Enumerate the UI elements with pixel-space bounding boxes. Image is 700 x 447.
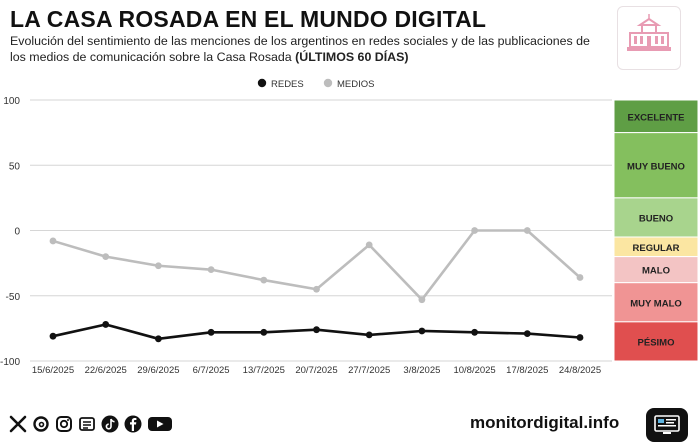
data-point-medios bbox=[155, 262, 162, 270]
data-point-medios bbox=[471, 227, 478, 234]
chart-subtitle: Evolución del sentimiento de las mencion… bbox=[10, 33, 600, 65]
data-point-redes bbox=[260, 328, 268, 336]
legend-marker-redes bbox=[257, 78, 267, 88]
x-tick-label: 10/8/2025 bbox=[453, 365, 495, 376]
scale-band-label: MALO bbox=[642, 266, 670, 277]
sentiment-line-chart: 100 50 0 -50 -100 15/6/2025 22/6/2025 29/6/2025… bbox=[0, 78, 699, 376]
scale-band-label: MUY MALO bbox=[630, 298, 682, 309]
data-point-redes bbox=[49, 332, 57, 340]
x-tick-label: 22/6/2025 bbox=[85, 365, 127, 376]
x-tick-label: 27/7/2025 bbox=[348, 365, 390, 376]
legend-marker-medios bbox=[323, 78, 333, 88]
data-point-redes bbox=[102, 321, 110, 328]
x-tick-label: 6/7/2025 bbox=[193, 365, 230, 376]
data-point-medios bbox=[313, 285, 320, 293]
scale-band-pésimo bbox=[613, 321, 699, 362]
data-point-redes bbox=[313, 326, 320, 334]
subtitle-text: Evolución del sentimiento de las mencion… bbox=[10, 34, 590, 64]
x-icon[interactable] bbox=[8, 414, 28, 434]
x-tick-label: 13/7/2025 bbox=[243, 365, 285, 376]
scale-band-malo bbox=[613, 256, 699, 284]
x-tick-label: 24/8/2025 bbox=[559, 365, 601, 376]
tiktok-icon[interactable] bbox=[100, 414, 120, 434]
legend-label-redes: REDES bbox=[271, 79, 304, 90]
y-tick-label: -100 bbox=[0, 357, 20, 368]
subtitle-period: (ÚLTIMOS 60 DÍAS) bbox=[295, 50, 409, 64]
data-point-redes bbox=[576, 334, 584, 341]
data-point-medios bbox=[523, 227, 531, 234]
news-icon[interactable] bbox=[77, 414, 97, 434]
x-tick-label: 17/8/2025 bbox=[506, 365, 548, 376]
y-tick-label: 100 bbox=[3, 96, 20, 107]
youtube-icon[interactable] bbox=[146, 414, 174, 434]
scale-band-label: EXCELENTE bbox=[627, 112, 684, 123]
data-point-redes bbox=[365, 331, 373, 339]
chart-title: LA CASA ROSADA EN EL MUNDO DIGITAL bbox=[10, 6, 487, 32]
social-icons bbox=[8, 414, 174, 434]
x-tick-label: 20/7/2025 bbox=[295, 365, 337, 376]
data-point-redes bbox=[471, 328, 478, 336]
facebook-icon[interactable] bbox=[123, 414, 143, 434]
data-point-redes bbox=[155, 335, 162, 343]
casa-rosada-logo bbox=[617, 6, 681, 70]
y-tick-label: 0 bbox=[14, 227, 20, 238]
x-tick-label: 15/6/2025 bbox=[32, 365, 74, 376]
x-tick-label: 3/8/2025 bbox=[403, 365, 440, 376]
scale-band-label: PÉSIMO bbox=[638, 337, 675, 348]
data-point-medios bbox=[365, 241, 373, 249]
data-point-medios bbox=[576, 274, 584, 281]
building-icon bbox=[627, 14, 671, 51]
data-point-medios bbox=[207, 266, 215, 274]
data-point-medios bbox=[418, 296, 426, 304]
legend-label-medios: MEDIOS bbox=[337, 79, 374, 90]
threads-icon[interactable] bbox=[31, 414, 51, 434]
scale-band-label: BUENO bbox=[639, 213, 673, 224]
scale-band-label: REGULAR bbox=[633, 243, 680, 254]
scale-band-muy-bueno bbox=[613, 132, 699, 199]
y-tick-label: 50 bbox=[9, 161, 21, 172]
scale-band-label: MUY BUENO bbox=[627, 161, 685, 172]
x-tick-label: 29/6/2025 bbox=[137, 365, 179, 376]
monitor-logo-icon bbox=[646, 408, 688, 442]
data-point-medios bbox=[260, 276, 268, 284]
instagram-icon[interactable] bbox=[54, 414, 74, 434]
y-tick-label: -50 bbox=[6, 292, 21, 303]
brand-url[interactable]: monitordigital.info bbox=[470, 413, 620, 432]
data-point-redes bbox=[523, 330, 531, 337]
data-point-medios bbox=[102, 253, 110, 260]
data-point-redes bbox=[418, 327, 426, 335]
data-point-redes bbox=[207, 328, 215, 336]
data-point-medios bbox=[49, 237, 57, 245]
